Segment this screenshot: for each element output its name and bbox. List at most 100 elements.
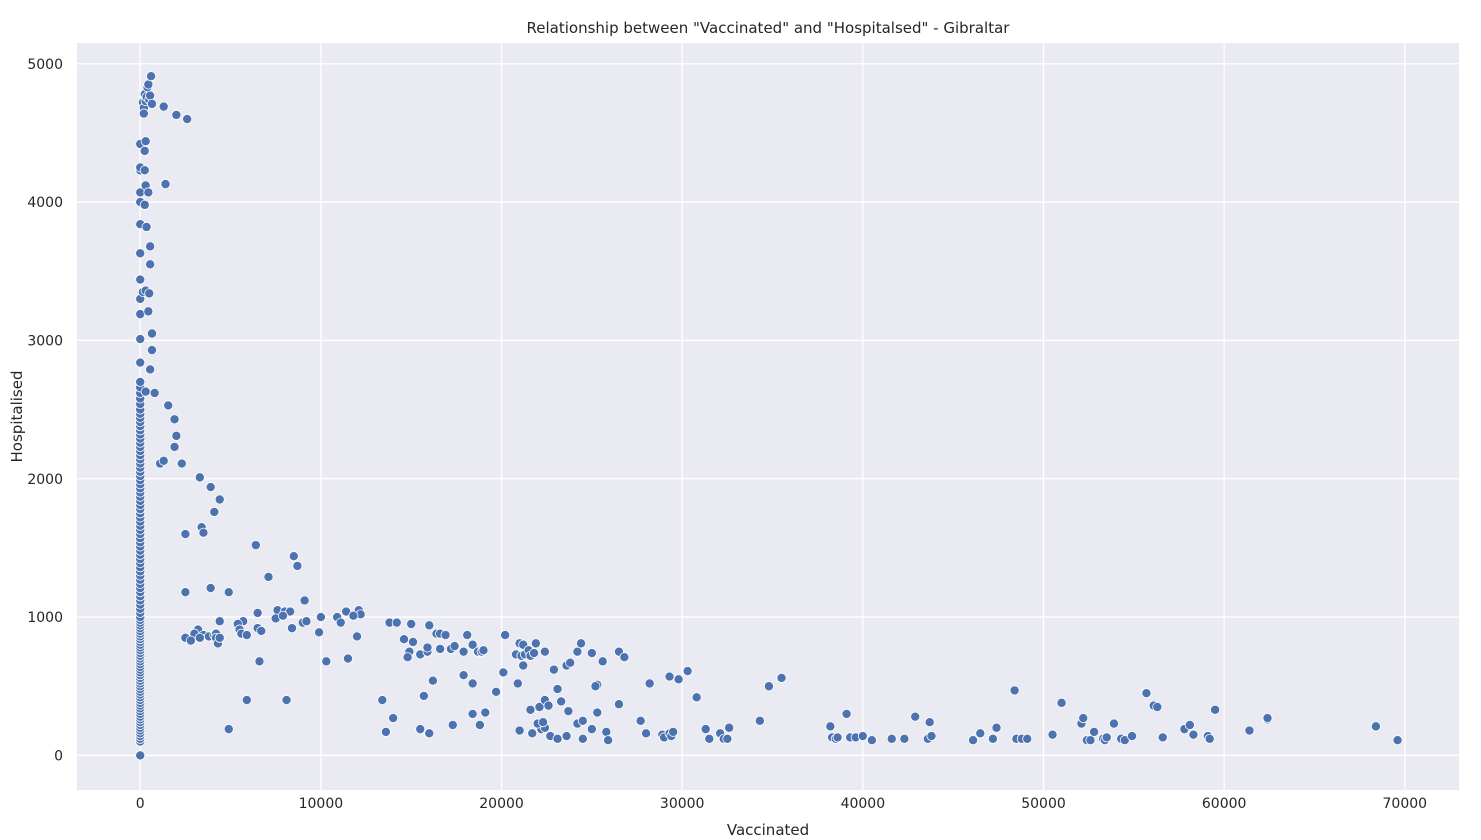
plot-area [77,43,1459,790]
data-point [926,731,937,742]
data-point [597,656,608,667]
data-point [467,639,478,650]
chart-title: Relationship between "Vaccinated" and "H… [527,19,1011,37]
data-point [857,731,868,742]
data-point [214,494,225,505]
data-point [1204,733,1215,744]
data-point [1127,731,1138,742]
data-point [613,699,624,710]
data-point [975,728,986,739]
data-point [467,708,478,719]
data-point [563,706,574,717]
data-point [435,643,446,654]
data-point [180,587,191,598]
data-point [664,671,675,682]
data-point [458,670,469,681]
data-point [214,632,225,643]
y-tick-label: 3000 [27,333,63,349]
grid-lines [77,43,1459,790]
data-point [292,560,303,571]
data-point [145,241,156,252]
data-point [832,732,843,743]
data-point [169,414,180,425]
data-point [250,540,261,551]
data-point [321,656,332,667]
data-point [214,616,225,627]
y-axis-label: Hospitalised [8,371,26,463]
data-point [209,506,220,517]
data-point [135,357,146,368]
data-point [288,551,299,562]
data-point [424,620,435,631]
data-point [619,652,630,663]
data-point [388,713,399,724]
data-point [146,328,157,339]
data-point [601,726,612,737]
data-point [141,221,152,232]
data-point [1078,713,1089,724]
data-point [1108,718,1119,729]
data-point [1089,726,1100,737]
y-tick-label: 0 [54,748,63,764]
data-point [635,715,646,726]
data-point [194,472,205,483]
data-point [1047,729,1058,740]
data-point [135,376,146,387]
data-point [198,527,209,538]
data-point [590,681,601,692]
data-point [586,648,597,659]
x-axis-ticks: 0 10000 20000 30000 40000 50000 60000 70000 [136,796,1427,812]
data-point [241,695,252,706]
data-point [565,657,576,668]
data-point [146,345,157,356]
data-point [458,646,469,657]
data-point [145,364,156,375]
x-tick-label: 40000 [841,796,886,812]
data-point [145,259,156,270]
data-point [910,711,921,722]
data-point [886,733,897,744]
data-point [182,114,193,125]
data-point [552,684,563,695]
data-point [899,733,910,744]
data-point [223,587,234,598]
data-point [160,179,171,190]
data-point [180,529,191,540]
data-point [145,90,156,101]
data-point [1184,719,1195,730]
data-point [223,724,234,735]
data-point [171,430,182,441]
data-point [314,627,325,638]
data-point [572,646,583,657]
data-point [315,612,326,623]
data-point [498,667,509,678]
data-point [1210,704,1221,715]
data-point [866,735,877,746]
data-point [539,646,550,657]
data-point [1157,732,1168,743]
data-point [169,441,180,452]
data-point [406,619,417,630]
data-point [139,199,150,210]
data-point [478,645,489,656]
data-point [462,630,473,641]
data-point [143,79,154,90]
data-point [603,735,614,746]
data-points [135,71,1403,761]
x-axis-label: Vaccinated [727,821,809,839]
data-point [256,625,267,636]
x-tick-label: 20000 [479,796,524,812]
data-point [673,674,684,685]
data-point [491,686,502,697]
data-point [552,733,563,744]
y-tick-label: 2000 [27,472,63,488]
data-point [205,482,216,493]
data-point [140,386,151,397]
data-point [138,108,149,119]
data-point [335,617,346,628]
data-point [518,660,529,671]
x-tick-label: 10000 [299,796,344,812]
data-point [377,695,388,706]
data-point [1085,735,1096,746]
data-point [447,719,458,730]
